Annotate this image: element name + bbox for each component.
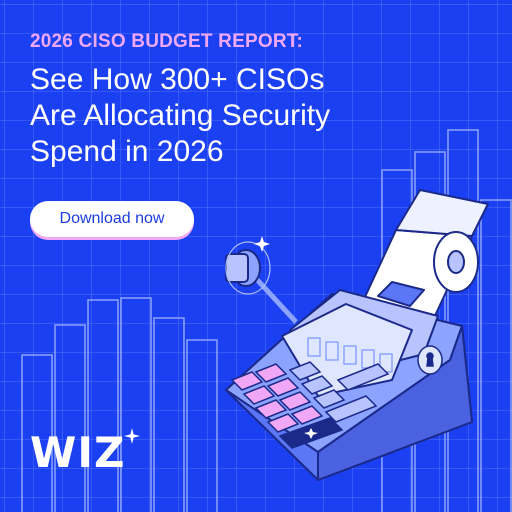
- headline-line-3: Spend in 2026: [30, 135, 224, 168]
- wiz-logo[interactable]: WIZ: [30, 428, 140, 474]
- report-eyebrow: 2026 CISO BUDGET REPORT:: [30, 31, 303, 52]
- bg-bar: [480, 199, 512, 512]
- bg-bar: [120, 297, 152, 512]
- paper-roll: [357, 189, 489, 319]
- headline-line-1: See How 300+ CISOs: [30, 63, 325, 96]
- download-now-button[interactable]: Download now: [30, 201, 194, 237]
- bg-bar: [54, 324, 86, 512]
- bg-bar: [87, 299, 119, 512]
- sparkle-icon: [254, 236, 270, 252]
- crank-handle: [225, 241, 298, 324]
- bg-bar: [186, 339, 218, 512]
- headline: See How 300+ CISOs Are Allocating Securi…: [30, 62, 470, 170]
- star-icon: [304, 428, 318, 439]
- calculator-keypad: [230, 361, 390, 449]
- bg-bar: [21, 354, 53, 512]
- bg-bar: [153, 317, 185, 512]
- wiz-logo-text: WIZ: [30, 428, 126, 477]
- keyhole-icon: [417, 345, 443, 375]
- headline-line-2: Are Allocating Security: [30, 99, 331, 132]
- sparkle-icon: [124, 428, 140, 444]
